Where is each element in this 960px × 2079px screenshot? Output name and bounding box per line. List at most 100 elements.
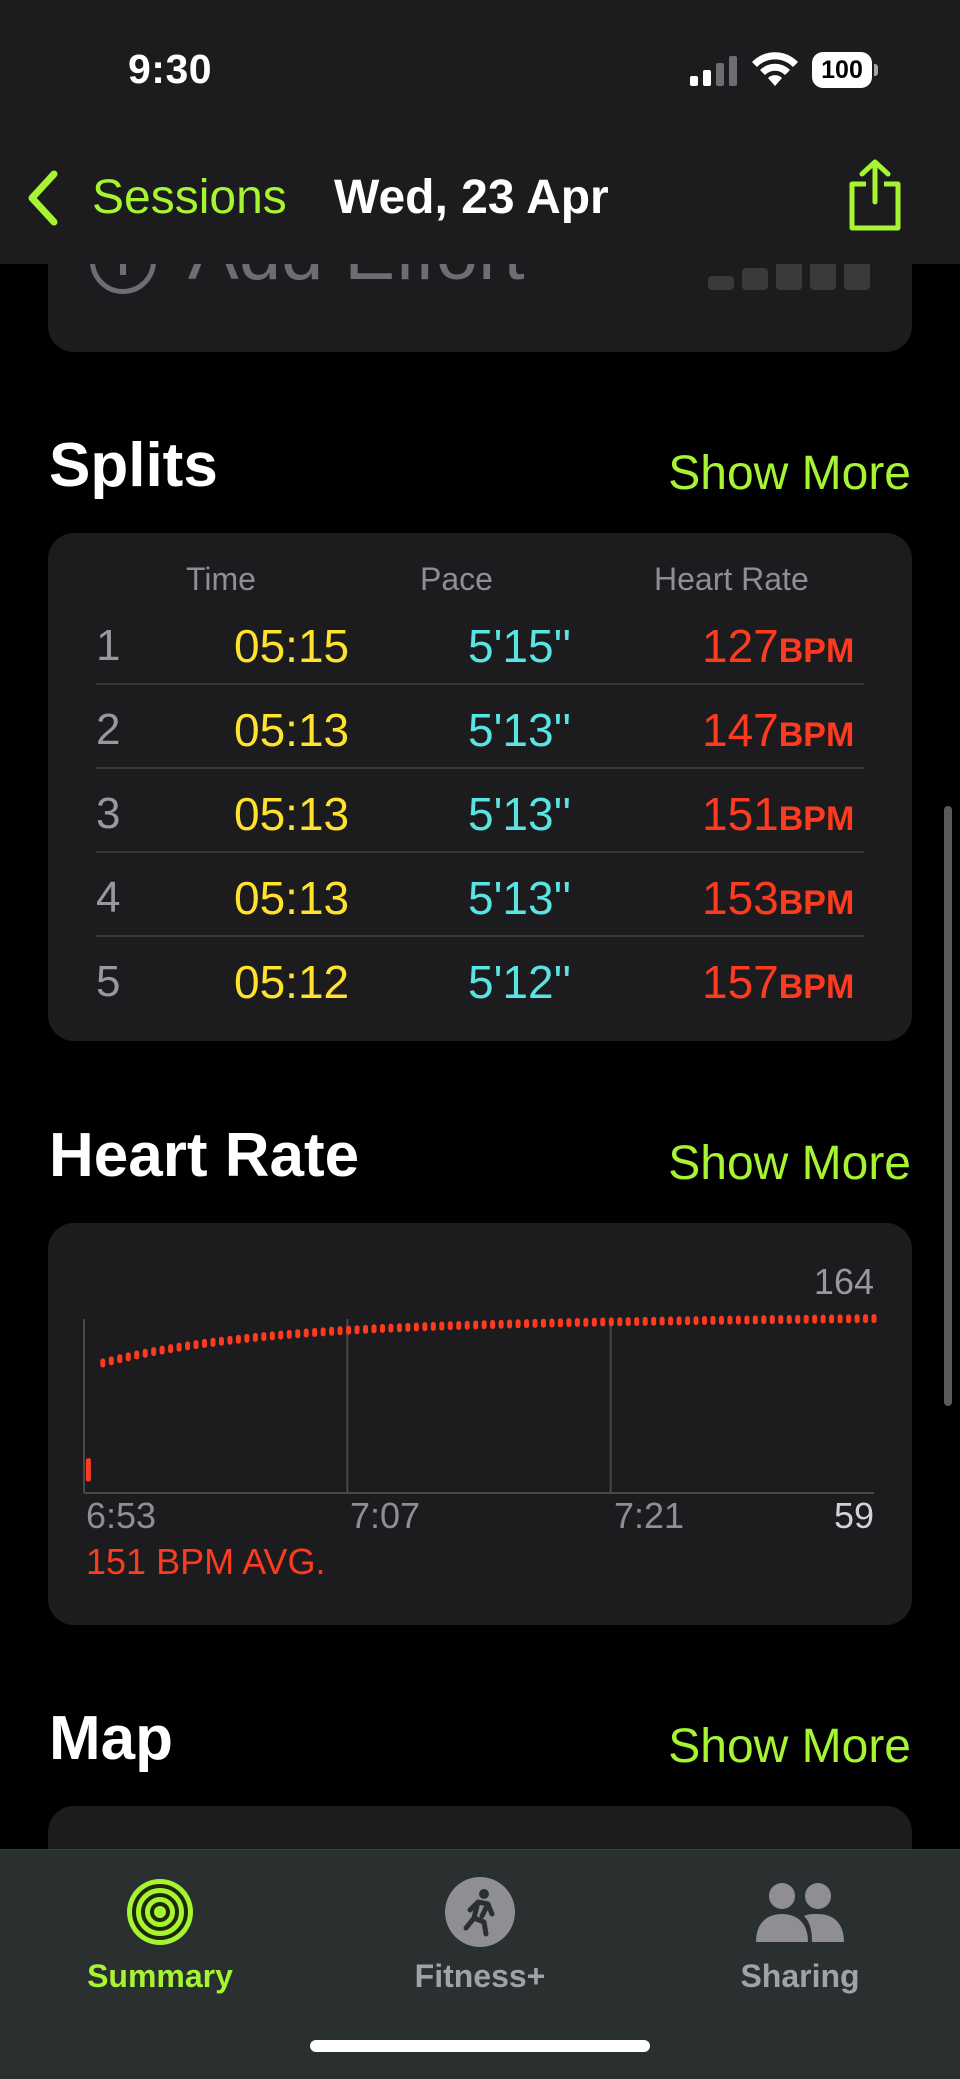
share-icon[interactable] [846,158,904,232]
chart-point [710,1315,716,1325]
chart-point [337,1326,343,1336]
chart-point [786,1314,792,1324]
chart-point [379,1323,385,1333]
chart-point [278,1330,284,1340]
navigation-bar: 9:30 100 Sessions Wed, 23 Apr [0,0,960,264]
chart-point [210,1337,216,1347]
chart-point [871,1314,877,1324]
chart-point [566,1318,572,1328]
chart-point [693,1316,699,1326]
chart-point [540,1318,546,1328]
people-icon [756,1883,844,1942]
table-row: 4 05:13 5'13'' 153BPM [96,853,864,937]
battery-icon: 100 [812,52,878,88]
chart-point [557,1318,563,1328]
split-time: 05:13 [234,872,350,924]
chart-point [405,1322,411,1332]
tab-summary[interactable]: Summary [0,1850,320,2030]
chart-point [439,1321,445,1331]
chart-point [473,1320,479,1330]
chart-point [320,1327,326,1337]
split-index: 3 [96,789,121,838]
heart-rate-title: Heart Rate [49,1121,360,1190]
split-time: 05:13 [234,788,350,840]
chart-point [329,1326,335,1336]
chart-point [151,1347,157,1357]
split-pace: 5'15'' [468,620,572,672]
chart-point [227,1335,233,1345]
split-index: 1 [96,621,121,670]
chart-point [651,1316,657,1326]
chart-point [202,1338,208,1348]
heart-rate-card[interactable]: 164 6:53 7:07 7:21 59 151 BPM AVG. [48,1223,912,1625]
chart-point [490,1319,496,1329]
tab-sharing[interactable]: Sharing [640,1850,960,2030]
split-heart-rate: 153BPM [702,872,855,924]
chart-point [795,1314,801,1324]
table-row: 1 05:15 5'15'' 127BPM [96,601,864,685]
back-button[interactable]: Sessions [92,171,287,224]
splits-title: Splits [49,431,218,500]
chart-point [532,1318,538,1328]
chart-max-label: 164 [813,1261,874,1302]
chart-point [524,1319,530,1329]
chart-point [346,1325,352,1335]
chart-point [659,1316,665,1326]
chart-point [685,1316,691,1326]
chart-point [312,1327,318,1337]
home-indicator [310,2040,650,2052]
back-chevron-icon[interactable] [26,170,60,226]
chart-point [269,1331,275,1341]
chart-point [820,1314,826,1324]
scrollbar[interactable] [944,806,952,1406]
x-tick-label: 7:21 [614,1495,685,1536]
chart-point [498,1319,504,1329]
chart-point [727,1315,733,1325]
chart-point [422,1322,428,1332]
tab-label: Sharing [740,1958,860,1994]
split-pace: 5'12'' [468,956,572,1008]
chart-point [600,1317,606,1327]
table-row: 5 05:12 5'12'' 157BPM [96,937,864,1021]
chart-point [854,1314,860,1324]
chart-point [261,1332,267,1342]
splits-show-more-button[interactable]: Show More [668,447,911,500]
chart-point [625,1317,631,1327]
chart-point [85,1458,91,1482]
splits-card[interactable]: Time Pace Heart Rate 1 05:15 5'15'' 127B… [48,533,912,1041]
chart-point [676,1316,682,1326]
chart-point [744,1315,750,1325]
chart-point [159,1345,165,1355]
split-pace: 5'13'' [468,872,572,924]
split-pace: 5'13'' [468,788,572,840]
page-title: Wed, 23 Apr [334,171,609,224]
chart-point [396,1323,402,1333]
chart-point [430,1321,436,1331]
chart-point [354,1325,360,1335]
chart-point [702,1315,708,1325]
chart-point [829,1314,835,1324]
running-figure-icon [445,1877,515,1947]
split-index: 4 [96,873,121,922]
split-time: 05:15 [234,620,350,672]
col-header-time: Time [186,561,256,597]
chart-point [812,1314,818,1324]
wifi-icon [752,52,798,86]
chart-point [507,1319,513,1329]
chart-point [617,1317,623,1327]
chart-point [642,1316,648,1326]
chart-point [803,1314,809,1324]
heart-rate-show-more-button[interactable]: Show More [668,1137,911,1190]
chart-point [117,1354,123,1364]
tab-fitness-plus[interactable]: Fitness+ [320,1850,640,2030]
chart-point [718,1315,724,1325]
map-title: Map [49,1704,173,1773]
chart-point [185,1341,191,1351]
split-index: 5 [96,957,121,1006]
map-show-more-button[interactable]: Show More [668,1720,911,1773]
tab-label: Summary [87,1958,233,1994]
chart-point [363,1324,369,1334]
split-time: 05:13 [234,704,350,756]
chart-point [456,1320,462,1330]
split-heart-rate: 127BPM [702,620,855,672]
